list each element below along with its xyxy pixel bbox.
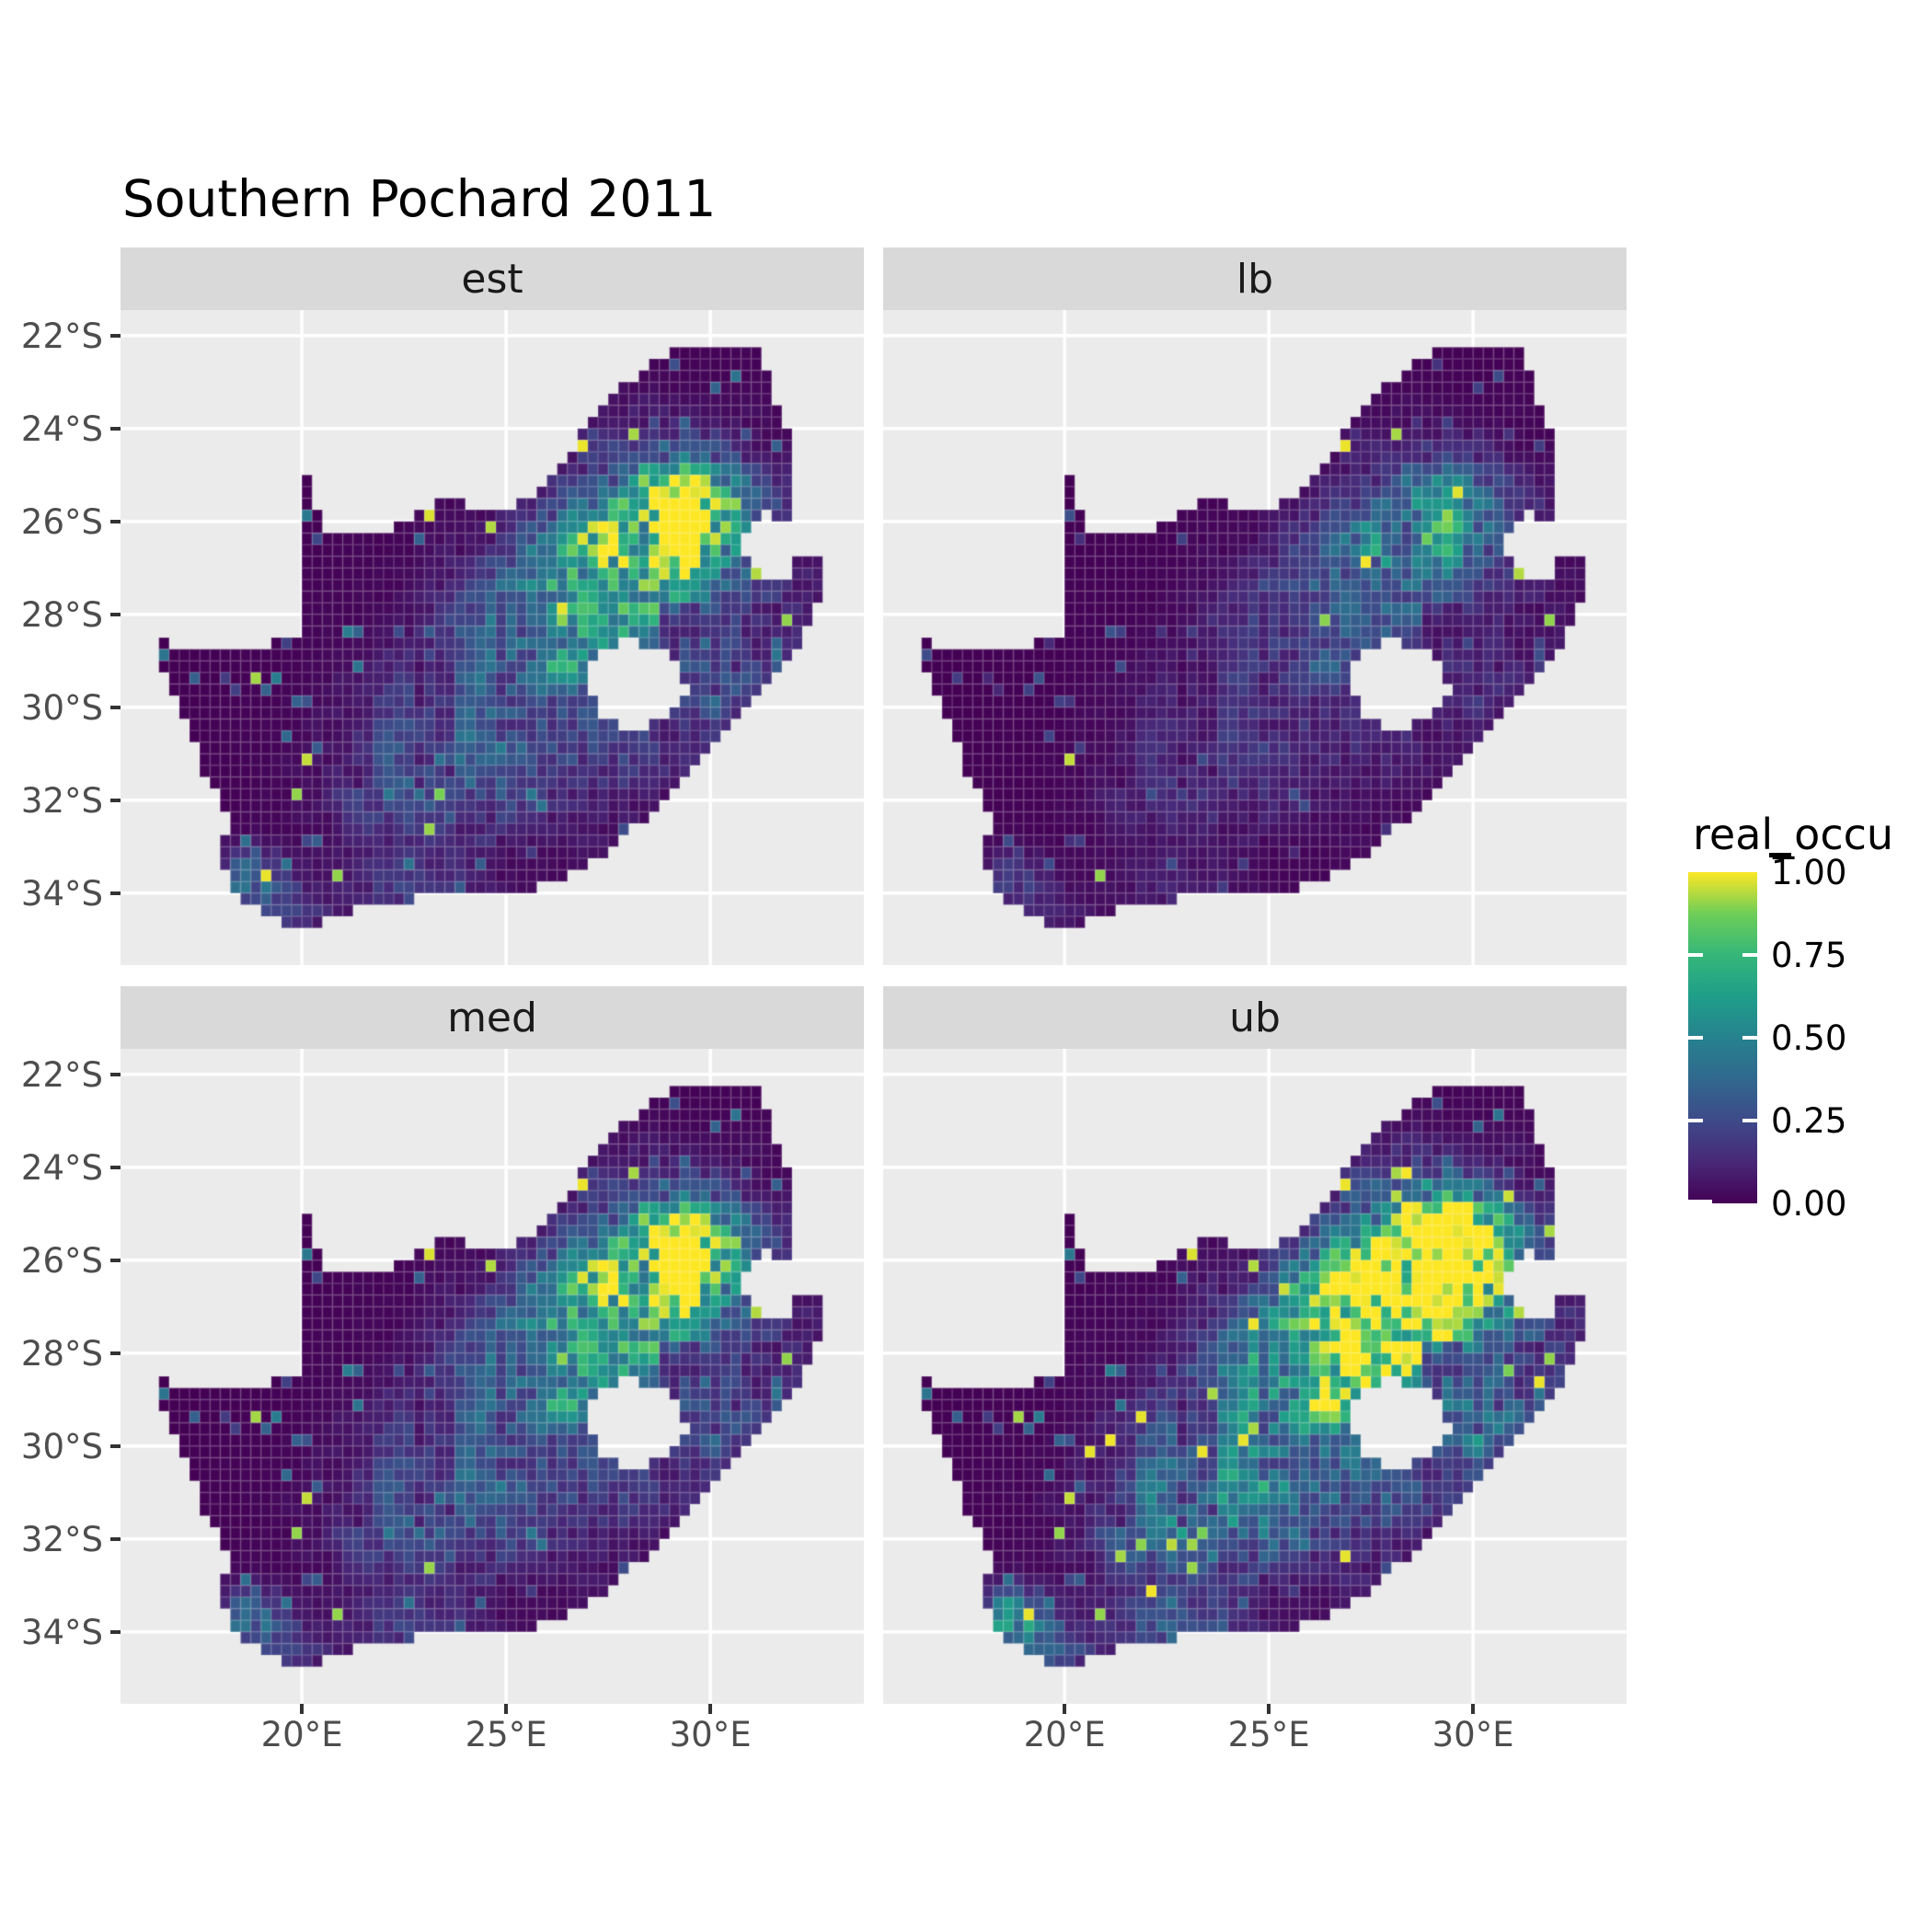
legend-tick-label: 0.50 bbox=[1771, 1018, 1847, 1058]
legend-colorbar-tick bbox=[1688, 1036, 1703, 1040]
y-axis-label: 30°S bbox=[20, 687, 103, 728]
y-axis-label: 30°S bbox=[20, 1426, 103, 1466]
y-axis-label: 28°S bbox=[20, 1333, 103, 1374]
x-tick-mark bbox=[1063, 1704, 1066, 1714]
facet-strip-ub: ub bbox=[883, 986, 1627, 1049]
y-axis-label: 22°S bbox=[20, 316, 103, 356]
y-tick-mark bbox=[110, 1072, 121, 1076]
x-tick-mark bbox=[1471, 1704, 1475, 1714]
facet-strip-label: est bbox=[461, 255, 523, 303]
x-axis-label: 20°E bbox=[1023, 1715, 1106, 1754]
legend-colorbar-tick bbox=[1688, 1200, 1712, 1203]
facet-strip-lb: lb bbox=[883, 247, 1627, 310]
y-tick-mark bbox=[110, 891, 121, 895]
map-panel-est bbox=[121, 310, 864, 965]
y-axis-label: 34°S bbox=[20, 873, 103, 914]
y-axis-label: 24°S bbox=[20, 408, 103, 449]
y-axis-label: 32°S bbox=[20, 1519, 103, 1559]
legend-colorbar-tick bbox=[1688, 1119, 1703, 1122]
y-tick-mark bbox=[110, 1536, 121, 1541]
page-title: Southern Pochard 2011 bbox=[122, 169, 717, 228]
facet-est: est bbox=[121, 247, 864, 965]
legend-colorbar-tick bbox=[1742, 953, 1757, 957]
facet-strip-label: lb bbox=[1236, 255, 1274, 303]
legend-colorbar-tick bbox=[1742, 1036, 1757, 1040]
facet-med: med bbox=[121, 986, 864, 1704]
y-tick-mark bbox=[110, 1258, 121, 1262]
legend-tick-label: 0.00 bbox=[1771, 1184, 1847, 1224]
y-tick-mark bbox=[110, 798, 121, 802]
y-tick-mark bbox=[110, 1629, 121, 1634]
facet-strip-label: med bbox=[447, 994, 537, 1041]
x-axis-label: 30°E bbox=[1432, 1715, 1514, 1754]
y-tick-mark bbox=[110, 426, 121, 431]
facet-ub: ub bbox=[883, 986, 1627, 1704]
facet-strip-label: ub bbox=[1229, 994, 1281, 1041]
y-axis-label: 24°S bbox=[20, 1147, 103, 1188]
x-tick-mark bbox=[300, 1704, 304, 1714]
x-tick-mark bbox=[708, 1704, 712, 1714]
y-axis-label: 26°S bbox=[20, 501, 103, 542]
x-axis-label: 25°E bbox=[1227, 1715, 1310, 1754]
x-axis-label: 20°E bbox=[260, 1715, 343, 1754]
y-axis-label: 32°S bbox=[20, 780, 103, 821]
map-panel-med bbox=[121, 1049, 864, 1704]
legend-tick-label: 0.75 bbox=[1771, 936, 1847, 975]
y-axis-label: 26°S bbox=[20, 1240, 103, 1281]
y-tick-mark bbox=[110, 333, 121, 338]
facet-strip-med: med bbox=[121, 986, 864, 1049]
y-tick-mark bbox=[110, 1351, 121, 1355]
legend-tick-label: 1.00 bbox=[1771, 853, 1847, 892]
legend-tick-top bbox=[1769, 853, 1791, 857]
legend-tick-label: 0.25 bbox=[1771, 1101, 1847, 1141]
map-panel-lb bbox=[883, 310, 1627, 965]
x-axis-label: 30°E bbox=[669, 1715, 752, 1754]
legend-title: real_occu bbox=[1693, 810, 1894, 859]
y-axis-label: 22°S bbox=[20, 1054, 103, 1095]
y-axis-label: 34°S bbox=[20, 1612, 103, 1652]
x-tick-mark bbox=[1267, 1704, 1271, 1714]
y-tick-mark bbox=[110, 612, 121, 616]
x-axis-label: 25°E bbox=[465, 1715, 547, 1754]
y-tick-mark bbox=[110, 1165, 121, 1169]
legend-colorbar-tick bbox=[1688, 953, 1703, 957]
x-tick-mark bbox=[504, 1704, 508, 1714]
legend-colorbar-tick bbox=[1742, 1119, 1757, 1122]
y-tick-mark bbox=[110, 1443, 121, 1448]
y-tick-mark bbox=[110, 705, 121, 709]
facet-strip-est: est bbox=[121, 247, 864, 310]
y-tick-mark bbox=[110, 519, 121, 523]
facet-lb: lb bbox=[883, 247, 1627, 965]
y-axis-label: 28°S bbox=[20, 594, 103, 635]
map-panel-ub bbox=[883, 1049, 1627, 1704]
